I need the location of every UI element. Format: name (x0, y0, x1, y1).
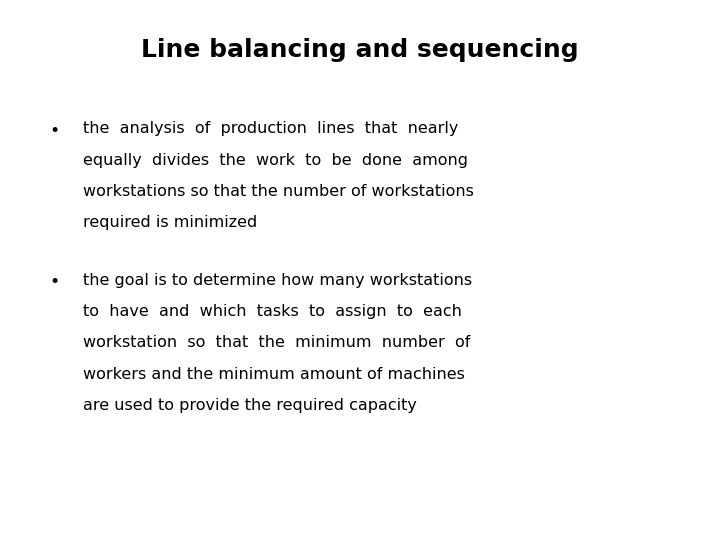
Text: •: • (49, 273, 59, 291)
Text: equally  divides  the  work  to  be  done  among: equally divides the work to be done amon… (83, 153, 468, 168)
Text: are used to provide the required capacity: are used to provide the required capacit… (83, 398, 417, 413)
Text: the  analysis  of  production  lines  that  nearly: the analysis of production lines that ne… (83, 122, 458, 137)
Text: Line balancing and sequencing: Line balancing and sequencing (141, 38, 579, 62)
Text: workers and the minimum amount of machines: workers and the minimum amount of machin… (83, 367, 464, 382)
Text: to  have  and  which  tasks  to  assign  to  each: to have and which tasks to assign to eac… (83, 304, 462, 319)
Text: required is minimized: required is minimized (83, 215, 257, 231)
Text: workstation  so  that  the  minimum  number  of: workstation so that the minimum number o… (83, 335, 470, 350)
Text: the goal is to determine how many workstations: the goal is to determine how many workst… (83, 273, 472, 288)
Text: •: • (49, 122, 59, 139)
Text: workstations so that the number of workstations: workstations so that the number of works… (83, 184, 474, 199)
